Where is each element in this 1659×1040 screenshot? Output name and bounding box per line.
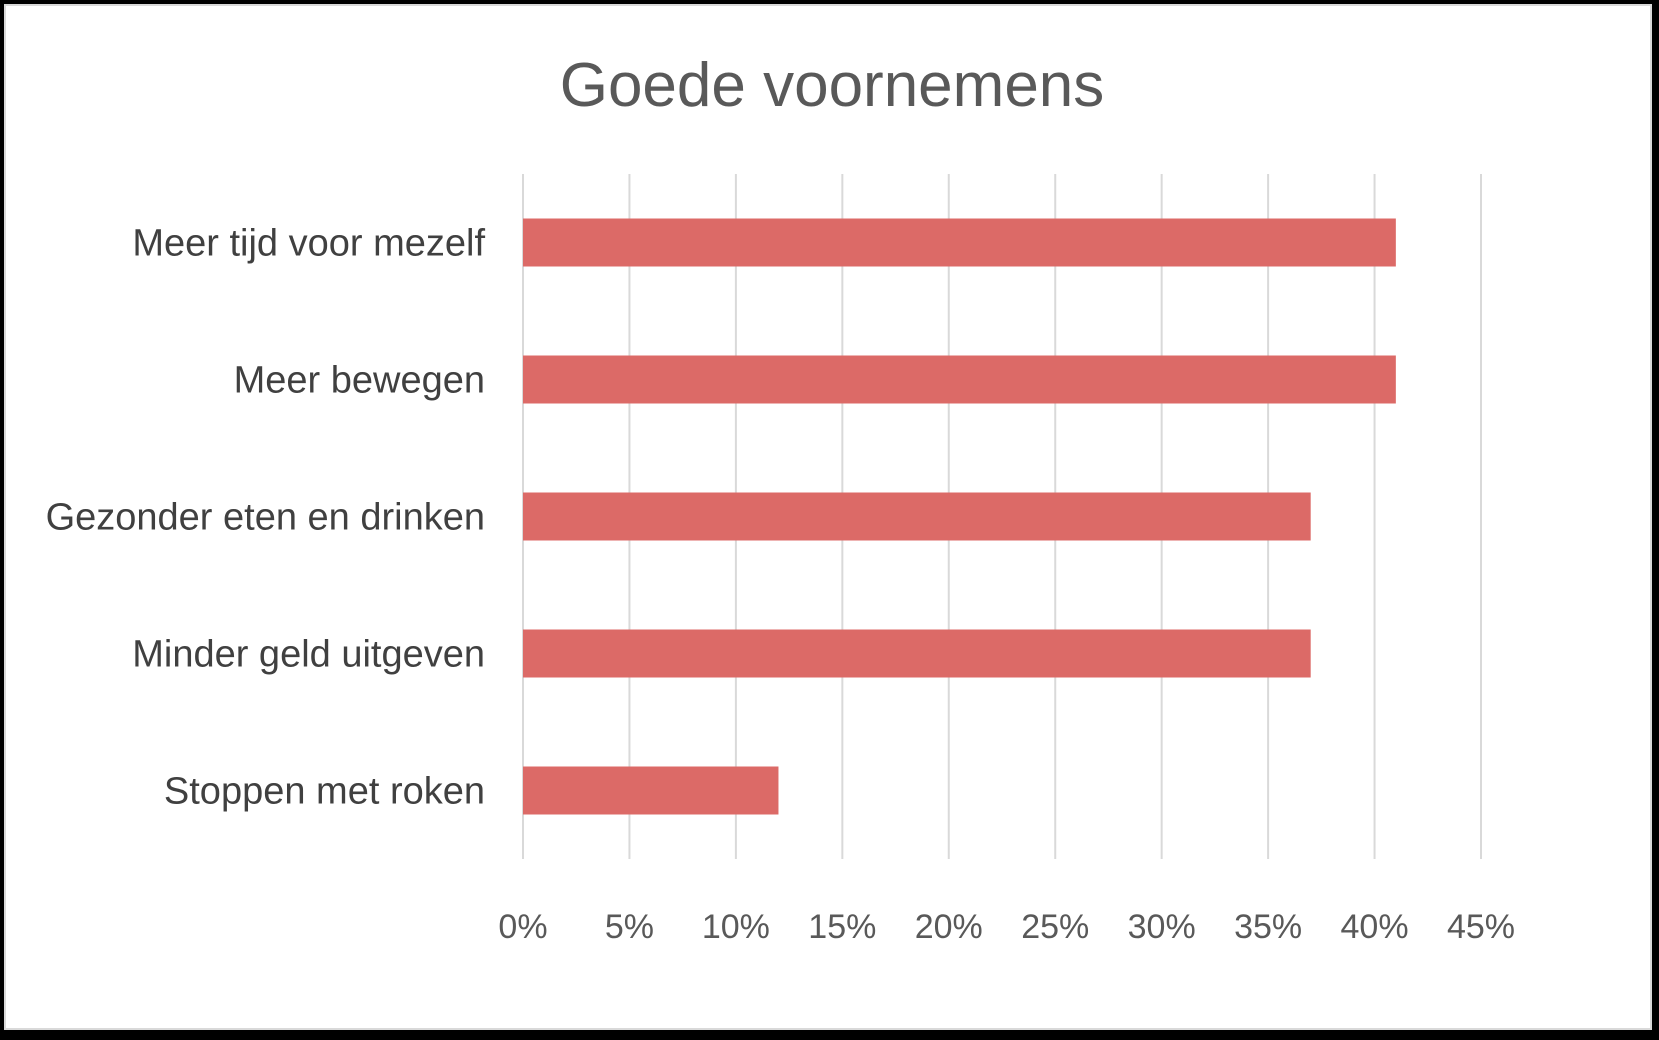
x-tick-label: 20% bbox=[915, 908, 983, 946]
bar bbox=[523, 766, 779, 815]
category-label: Meer bewegen bbox=[234, 360, 485, 402]
bars bbox=[523, 218, 1396, 815]
x-tick-label: 40% bbox=[1341, 908, 1409, 946]
x-tick-label: 0% bbox=[498, 908, 547, 946]
bar bbox=[523, 629, 1311, 678]
bar bbox=[523, 218, 1396, 267]
category-label: Minder geld uitgeven bbox=[132, 634, 485, 676]
x-axis-tick-labels: 0% 5% 10% 15% 20% 25% 30% 35% 40% 45% bbox=[498, 908, 1515, 946]
chart-frame: Goede voornemens Meer tijd voor mezelf Me… bbox=[4, 4, 1652, 1030]
x-tick-label: 35% bbox=[1234, 908, 1302, 946]
category-label: Meer tijd voor mezelf bbox=[132, 223, 485, 265]
x-tick-label: 15% bbox=[808, 908, 876, 946]
x-tick-label: 10% bbox=[702, 908, 770, 946]
chart-title: Goede voornemens bbox=[560, 51, 1105, 120]
bar-chart: Goede voornemens Meer tijd voor mezelfMe… bbox=[46, 51, 1515, 946]
x-tick-label: 25% bbox=[1021, 908, 1089, 946]
category-label: Gezonder eten en drinken bbox=[46, 497, 485, 539]
x-tick-label: 5% bbox=[605, 908, 654, 946]
x-tick-label: 30% bbox=[1128, 908, 1196, 946]
category-label: Stoppen met roken bbox=[164, 771, 485, 813]
bar bbox=[523, 492, 1311, 541]
category-labels: Meer tijd voor mezelf Meer bewegen Gezonde… bbox=[46, 223, 486, 813]
bar bbox=[523, 355, 1396, 404]
x-tick-label: 45% bbox=[1447, 908, 1515, 946]
